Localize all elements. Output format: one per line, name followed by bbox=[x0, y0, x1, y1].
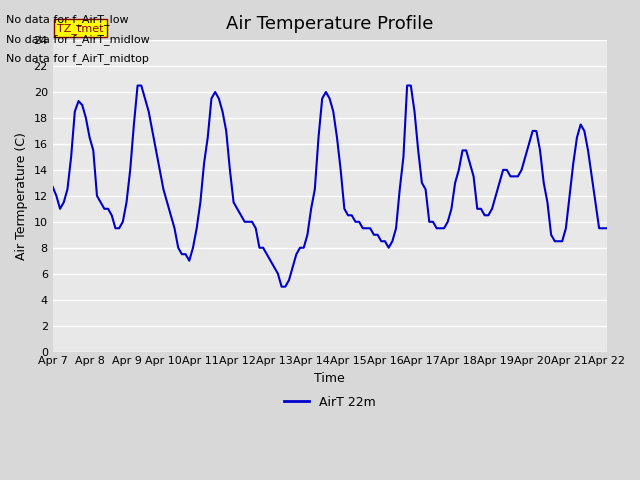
Legend: AirT 22m: AirT 22m bbox=[278, 391, 380, 414]
Text: No data for f_AirT_midtop: No data for f_AirT_midtop bbox=[6, 53, 149, 64]
X-axis label: Time: Time bbox=[314, 372, 345, 385]
Text: TZ_tmet: TZ_tmet bbox=[57, 23, 104, 34]
Title: Air Temperature Profile: Air Temperature Profile bbox=[226, 15, 433, 33]
Text: No data for f_AirT_midlow: No data for f_AirT_midlow bbox=[6, 34, 150, 45]
Text: No data for f_AirT_low: No data for f_AirT_low bbox=[6, 14, 129, 25]
Y-axis label: Air Termperature (C): Air Termperature (C) bbox=[15, 132, 28, 260]
